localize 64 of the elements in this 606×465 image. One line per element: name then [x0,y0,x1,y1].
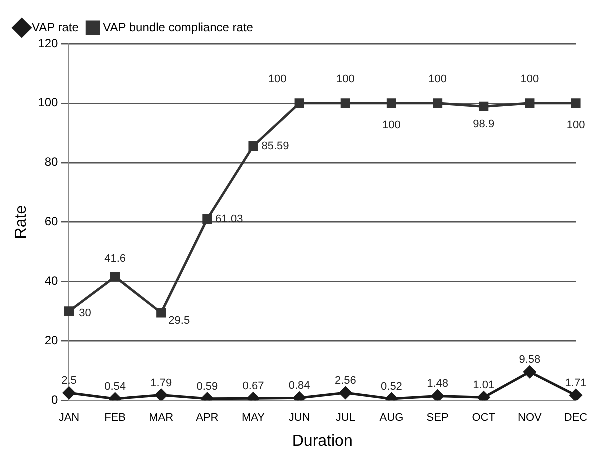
y-tick-label: 60 [44,214,59,229]
point [571,98,581,108]
legend-label: VAP bundle compliance rate [103,20,254,34]
x-tick-label: JUL [336,412,356,424]
point [294,98,304,108]
data-label: 0.67 [242,380,264,393]
data-label: 30 [79,307,92,320]
data-label: 98.9 [473,118,495,131]
x-axis-title: Duration [292,432,353,450]
point [248,141,258,152]
point [432,390,444,401]
point [110,272,120,282]
y-tick-label: 0 [52,392,59,407]
data-label: 100 [566,119,586,132]
x-tick-label: JUN [288,412,310,424]
point [155,389,168,401]
data-label: 2.56 [334,375,356,388]
y-tick-label: 20 [44,333,59,348]
data-label: 1.01 [473,380,495,392]
data-label: 9.58 [519,354,541,366]
point [478,391,490,401]
point [524,366,536,378]
data-label: 2.5 [62,375,77,388]
point [156,308,166,318]
point [340,98,350,108]
data-label: 1.71 [565,378,587,390]
data-label: 100 [428,73,447,86]
data-label: 29.5 [168,314,190,327]
x-tick-label: MAY [242,412,266,424]
data-label: 0.54 [104,381,126,394]
data-label: 0.59 [196,380,218,393]
x-tick-label: MAR [149,412,174,424]
data-label: 0.52 [381,381,402,394]
point [570,389,582,401]
y-tick-label: 120 [38,36,59,50]
x-tick-label: SEP [426,412,449,424]
point [525,98,535,108]
x-tick-label: JAN [58,412,80,424]
x-tick-label: NOV [518,412,543,424]
point [339,386,352,400]
x-tick-label: APR [196,412,219,424]
point [64,306,74,316]
data-label: 0.84 [288,380,310,392]
x-tick-label: OCT [472,412,496,424]
y-tick-label: 40 [44,274,59,288]
data-label: 41.6 [104,253,126,266]
data-label: 100 [268,73,287,86]
data-label: 85.59 [262,140,290,152]
x-tick-label: FEB [104,412,126,424]
y-axis-title: Rate [13,205,30,240]
data-label: 100 [336,73,355,86]
y-tick-label: 100 [38,96,59,110]
y-tick-label: 80 [44,155,59,170]
x-tick-label: DEC [564,412,588,424]
point [202,214,212,224]
legend-label: VAP rate [32,20,80,34]
x-tick-label: AUG [380,412,404,424]
point [386,98,397,108]
point [479,102,489,112]
data-label: 1.79 [150,377,172,390]
data-label: 100 [520,73,540,86]
point [433,98,443,108]
data-label: 1.48 [427,378,448,390]
data-label: 100 [382,119,401,132]
